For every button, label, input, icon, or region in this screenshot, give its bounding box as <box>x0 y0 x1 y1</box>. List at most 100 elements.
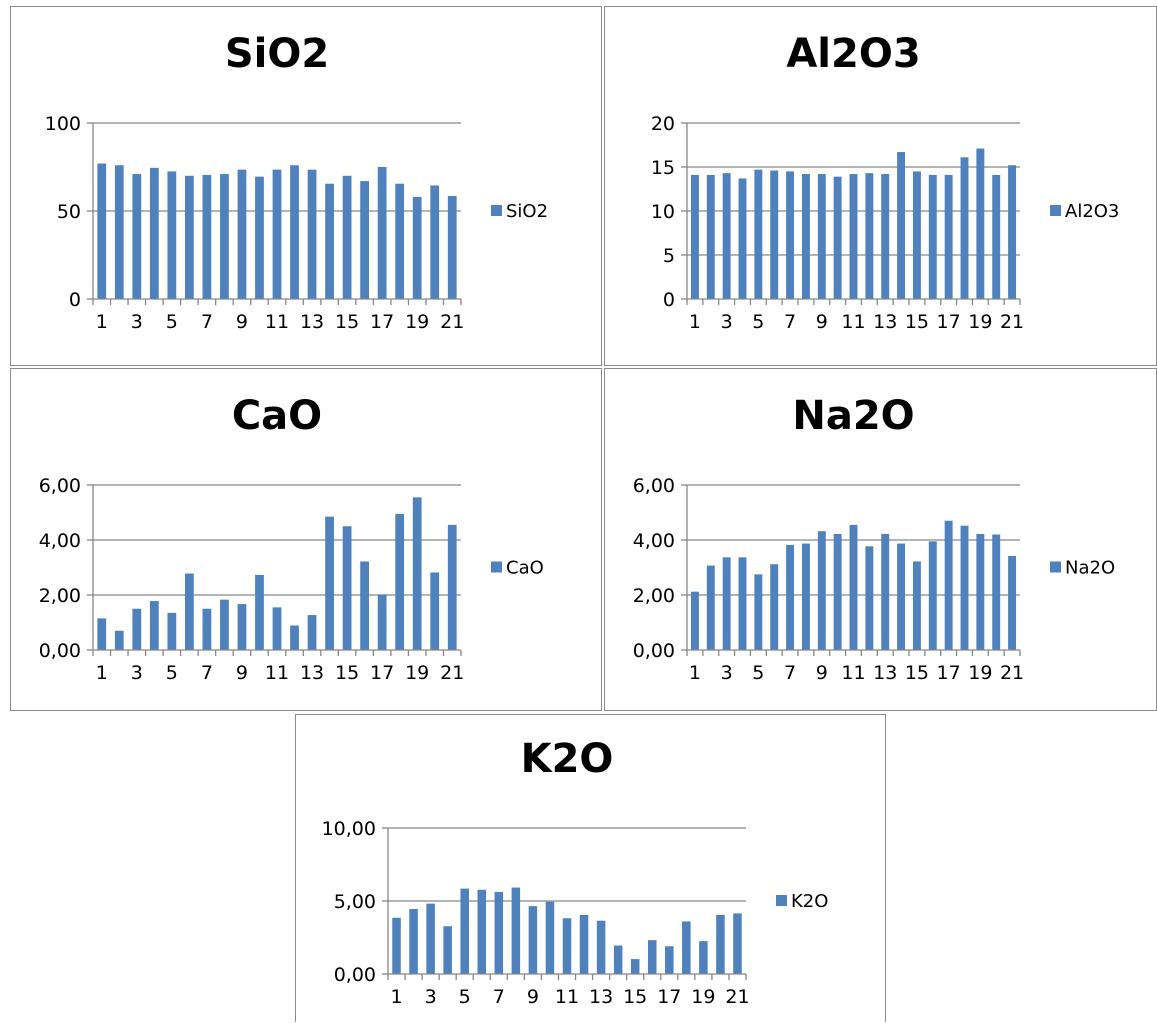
al2o3-y-tick-label: 20 <box>651 113 675 135</box>
cao-x-tick-label: 13 <box>300 662 324 684</box>
sio2-y-tick-label: 50 <box>57 201 81 223</box>
k2o-x-tick-label: 21 <box>725 986 749 1008</box>
al2o3-y-tick-label: 0 <box>663 289 675 311</box>
na2o-bar-10 <box>833 533 842 650</box>
sio2-bar-12 <box>290 165 299 299</box>
na2o-bar-3 <box>722 557 731 650</box>
cao-x-tick-label: 5 <box>166 662 178 684</box>
na2o-y-tick-label: 4,00 <box>633 530 675 552</box>
na2o-x-tick-label: 15 <box>905 662 929 684</box>
na2o-y-tick-label: 2,00 <box>633 585 675 607</box>
al2o3-y-tick-label: 10 <box>651 201 675 223</box>
k2o-bar-16 <box>647 940 657 974</box>
cao-x-tick-label: 1 <box>96 662 108 684</box>
k2o-bar-12 <box>579 914 589 974</box>
al2o3-bar-4 <box>738 178 747 299</box>
cao-bar-5 <box>167 612 177 650</box>
al2o3-bar-3 <box>722 173 731 299</box>
cao-bar-16 <box>360 561 369 650</box>
sio2-x-tick-label: 1 <box>96 311 108 333</box>
na2o-bar-20 <box>992 534 1001 650</box>
al2o3-bar-13 <box>881 174 890 299</box>
sio2-bar-18 <box>395 183 405 299</box>
cao-bar-14 <box>325 516 334 650</box>
al2o3-x-tick-label: 19 <box>968 311 992 333</box>
sio2-bar-3 <box>132 174 142 299</box>
sio2-y-tick-label: 0 <box>69 289 81 311</box>
k2o-x-tick-label: 17 <box>657 986 681 1008</box>
al2o3-x-tick-label: 3 <box>721 311 733 333</box>
k2o-y-tick-label: 5,00 <box>334 891 376 913</box>
sio2-y-tick-label: 100 <box>45 113 81 135</box>
cao-y-tick-label: 4,00 <box>39 530 81 552</box>
cao-y-tick-label: 2,00 <box>39 585 81 607</box>
na2o-x-tick-label: 17 <box>937 662 961 684</box>
k2o-bar-18 <box>682 921 691 974</box>
sio2-bar-5 <box>167 171 177 299</box>
al2o3-chart-panel: Al2O3 0 5 10 15 20 1 3 5 7 9 11 13 15 17 19 21 Al2O3 <box>604 6 1157 366</box>
cao-x-tick-label: 19 <box>405 662 429 684</box>
al2o3-x-tick-label: 15 <box>905 311 929 333</box>
al2o3-bar-5 <box>754 169 763 299</box>
cao-y-tick-label: 6,00 <box>39 475 81 497</box>
sio2-x-tick-label: 13 <box>300 311 324 333</box>
sio2-x-tick-label: 17 <box>370 311 394 333</box>
cao-bar-11 <box>272 607 282 650</box>
na2o-bar-2 <box>706 565 715 650</box>
na2o-legend-swatch <box>1050 561 1061 573</box>
na2o-bar-13 <box>881 533 890 650</box>
cao-bar-19 <box>412 497 422 650</box>
al2o3-bar-1 <box>690 174 699 299</box>
na2o-bar-16 <box>928 541 937 650</box>
na2o-x-tick-label: 21 <box>1000 662 1024 684</box>
k2o-bar-8 <box>511 887 521 974</box>
na2o-bar-19 <box>976 533 985 650</box>
cao-bar-18 <box>395 513 405 650</box>
cao-bar-7 <box>202 608 212 650</box>
k2o-bar-7 <box>494 891 504 974</box>
na2o-x-tick-label: 7 <box>784 662 796 684</box>
cao-chart-panel: CaO 0,00 2,00 4,00 6,00 1 3 5 7 9 11 13 15 17 19 21 CaO <box>10 368 602 711</box>
k2o-x-tick-label: 5 <box>459 986 471 1008</box>
sio2-chart-panel: SiO2 0 50 100 1 3 5 7 9 11 13 15 17 19 21 SiO2 <box>10 6 602 366</box>
sio2-bar-14 <box>325 183 334 299</box>
cao-x-tick-label: 7 <box>201 662 213 684</box>
sio2-bar-9 <box>237 169 247 299</box>
na2o-bar-7 <box>786 544 795 650</box>
k2o-bar-20 <box>716 914 725 974</box>
sio2-bar-2 <box>114 165 124 299</box>
sio2-legend-swatch <box>491 205 502 216</box>
al2o3-bar-6 <box>770 170 779 299</box>
sio2-bar-20 <box>430 185 440 299</box>
sio2-x-tick-label: 3 <box>131 311 143 333</box>
al2o3-bar-10 <box>833 176 842 299</box>
k2o-bar-2 <box>409 909 418 974</box>
sio2-bar-6 <box>185 175 194 299</box>
al2o3-bar-15 <box>912 171 921 299</box>
k2o-x-tick-label: 19 <box>691 986 715 1008</box>
k2o-bar-11 <box>562 918 572 974</box>
sio2-x-tick-label: 19 <box>405 311 429 333</box>
na2o-bar-12 <box>865 546 874 650</box>
al2o3-bar-7 <box>786 171 795 299</box>
na2o-bar-4 <box>738 557 747 650</box>
cao-x-tick-label: 15 <box>335 662 359 684</box>
sio2-bar-16 <box>360 181 369 299</box>
sio2-bar-8 <box>220 174 229 299</box>
k2o-bar-17 <box>665 946 674 974</box>
na2o-x-tick-label: 19 <box>968 662 992 684</box>
cao-bar-10 <box>255 574 264 650</box>
al2o3-bar-16 <box>928 174 937 299</box>
k2o-bar-19 <box>699 941 708 974</box>
sio2-chart-title: SiO2 <box>225 31 329 77</box>
al2o3-bar-20 <box>992 174 1001 299</box>
sio2-bar-10 <box>255 176 264 299</box>
cao-legend-label: CaO <box>506 558 544 579</box>
al2o3-x-tick-label: 7 <box>784 311 796 333</box>
k2o-bar-9 <box>528 906 538 974</box>
al2o3-x-tick-label: 21 <box>1000 311 1024 333</box>
